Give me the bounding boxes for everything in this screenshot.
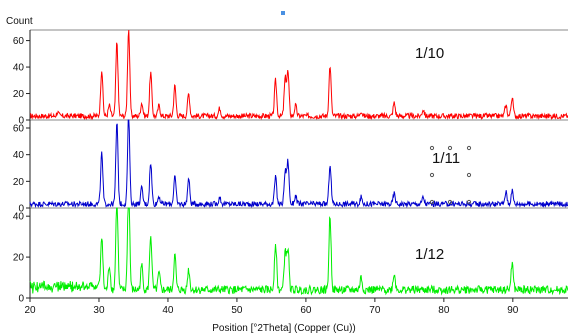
series-line-1-11 — [29, 119, 568, 209]
selection-handles — [429, 145, 472, 205]
x-tick-label: 40 — [162, 305, 174, 316]
series-line-1-10 — [29, 29, 568, 121]
panel-label: 1/11 — [432, 150, 460, 167]
x-tick-label: 50 — [231, 305, 243, 316]
x-tick-label: 80 — [438, 305, 450, 316]
panels-group: 0 20 40 60 1/10 0 20 40 60 1/11 0 20 40 1/12 — [13, 29, 568, 305]
x-tick-label: 60 — [300, 305, 312, 316]
y-tick-label: 0 — [18, 294, 24, 305]
y-tick-label: 20 — [13, 253, 25, 264]
x-tick-label: 70 — [369, 305, 381, 316]
y-tick-label: 20 — [13, 89, 25, 100]
x-axis: 20 30 40 50 60 70 80 90 — [24, 297, 568, 316]
y-tick-label: 40 — [13, 63, 25, 74]
y-tick-label: 60 — [13, 124, 25, 135]
y-tick-label: 40 — [13, 212, 25, 223]
x-tick-label: 20 — [24, 305, 36, 316]
x-axis-label: Position [°2Theta] (Copper (Cu)) — [212, 323, 356, 334]
y-tick-label: 0 — [18, 116, 24, 127]
y-tick-label: 20 — [13, 177, 25, 188]
panel-label: 1/10 — [415, 45, 444, 62]
y-tick-label: 40 — [13, 150, 25, 161]
x-tick-label: 90 — [507, 305, 519, 316]
y-tick-label: 60 — [13, 36, 25, 47]
panel-label: 1/12 — [415, 246, 444, 263]
x-tick-label: 30 — [93, 305, 105, 316]
marker-dot — [281, 11, 285, 15]
y-axis-label: Count — [6, 16, 33, 27]
series-line-1-12 — [29, 207, 568, 296]
y-tick-label: 0 — [18, 204, 24, 215]
